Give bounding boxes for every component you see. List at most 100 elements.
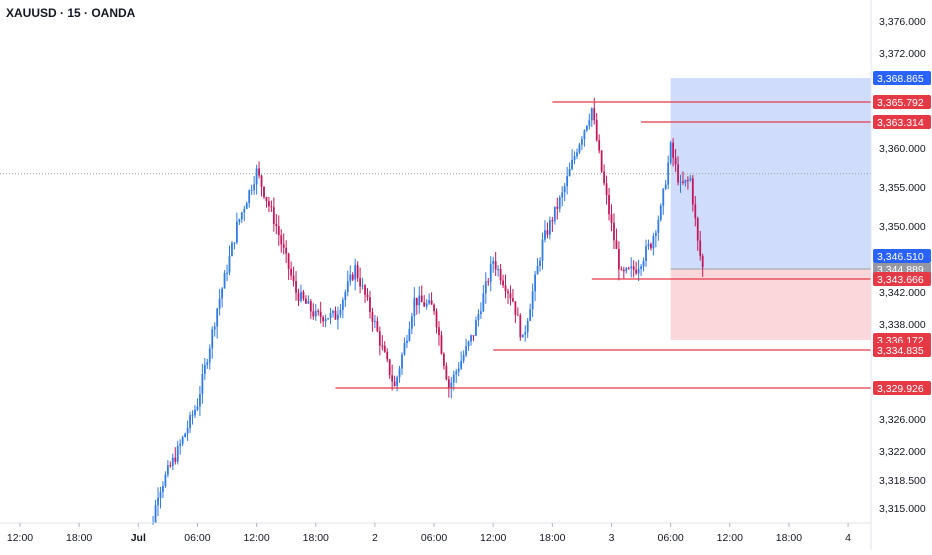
candle-body — [457, 368, 460, 372]
candle-body — [332, 310, 334, 313]
candle-body — [302, 291, 305, 299]
candle-body — [171, 457, 174, 466]
price-tick-label: 3,350.000 — [879, 221, 926, 233]
candle-body — [189, 415, 191, 429]
candle-body — [346, 281, 349, 293]
candle-body — [689, 178, 692, 181]
candle-body — [203, 365, 206, 374]
candle-body — [162, 485, 164, 492]
candle-body — [553, 206, 556, 222]
candle-body — [317, 310, 320, 312]
candle-body — [544, 230, 546, 240]
price-tick-label: 3,322.000 — [879, 446, 926, 458]
level-price-tag-text: 3,334.835 — [877, 345, 924, 357]
candle-body — [351, 274, 354, 280]
candle-body — [369, 297, 371, 313]
candle-body — [642, 260, 645, 267]
candle-body — [339, 310, 342, 315]
candle-body — [447, 379, 450, 389]
time-axis[interactable]: 12:00 18:00 Jul 06:00 12:00 18:00 2 06:00 12:00 1… — [7, 523, 851, 544]
time-tick-label: 06:00 — [421, 532, 447, 544]
candle-body — [585, 125, 588, 131]
candle-body — [245, 203, 248, 209]
candle-body — [588, 120, 591, 126]
candle-body — [617, 248, 620, 270]
candle-body — [699, 240, 702, 257]
candle-body — [228, 256, 231, 273]
time-tick-label: 12:00 — [717, 532, 743, 544]
candle-body — [691, 178, 694, 205]
candle-body — [531, 291, 534, 310]
candle-body — [573, 156, 576, 161]
candle-body — [184, 433, 187, 438]
candle-body — [420, 295, 423, 303]
candle-body — [386, 351, 389, 360]
candle-body — [211, 329, 214, 349]
candle-body — [396, 377, 398, 387]
candle-body — [213, 326, 216, 330]
candle-body — [438, 327, 440, 336]
candle-body — [425, 303, 428, 307]
price-tick-label: 3,315.000 — [879, 503, 926, 515]
time-tick-label: 18:00 — [776, 532, 802, 544]
candle-body — [233, 242, 236, 244]
candle-body — [615, 240, 618, 249]
candle-body — [408, 328, 411, 341]
position-zones — [670, 78, 871, 340]
stop-zone[interactable] — [670, 269, 871, 340]
candle-body — [620, 269, 623, 271]
candle-body — [507, 291, 509, 294]
candle-body — [337, 314, 339, 320]
candle-body — [497, 268, 500, 270]
candle-body — [610, 214, 613, 223]
candle-body — [268, 201, 270, 207]
candle-body — [477, 314, 480, 321]
candle-body — [393, 381, 396, 387]
candle-body — [499, 268, 502, 281]
candle-body — [487, 281, 490, 283]
candle-body — [410, 316, 413, 329]
candle-body — [635, 269, 638, 274]
candle-body — [295, 281, 297, 293]
candle-body — [176, 446, 179, 462]
candle-body — [583, 130, 586, 140]
candle-body — [216, 308, 219, 327]
candle-body — [455, 371, 458, 375]
price-tick-label: 3,360.000 — [879, 143, 926, 155]
level-price-tag — [873, 343, 931, 357]
time-tick-label: 12:00 — [480, 532, 506, 544]
candle-body — [334, 310, 337, 320]
candle-body — [590, 108, 593, 121]
candle-body — [366, 294, 369, 298]
candle-body — [529, 309, 532, 321]
candle-body — [260, 175, 263, 187]
candle-body — [166, 465, 169, 475]
candle-body — [359, 278, 362, 287]
candle-body — [504, 285, 507, 292]
candle-body — [282, 244, 285, 248]
candle-body — [312, 311, 315, 317]
candle-body — [255, 168, 258, 185]
candle-body — [679, 181, 682, 183]
candle-body — [285, 247, 288, 254]
candle-body — [701, 256, 704, 268]
candle-body — [682, 181, 684, 183]
candle-body — [221, 288, 223, 299]
price-axis[interactable]: 3,376.000 3,372.000 3,360.000 3,355.000 3,35… — [879, 16, 926, 515]
candle-body — [307, 301, 310, 304]
candles-layer — [152, 97, 704, 525]
candle-body — [322, 317, 325, 322]
time-tick-label: Jul — [131, 532, 146, 544]
candle-body — [600, 150, 603, 172]
candle-body — [452, 374, 455, 383]
candle-body — [376, 320, 379, 332]
candle-body — [186, 428, 189, 434]
time-tick-label: 06:00 — [658, 532, 684, 544]
level-price-tag — [873, 95, 931, 109]
candle-body — [647, 243, 650, 247]
candle-body — [403, 343, 406, 355]
candle-body — [694, 204, 697, 219]
candle-body — [248, 190, 251, 204]
